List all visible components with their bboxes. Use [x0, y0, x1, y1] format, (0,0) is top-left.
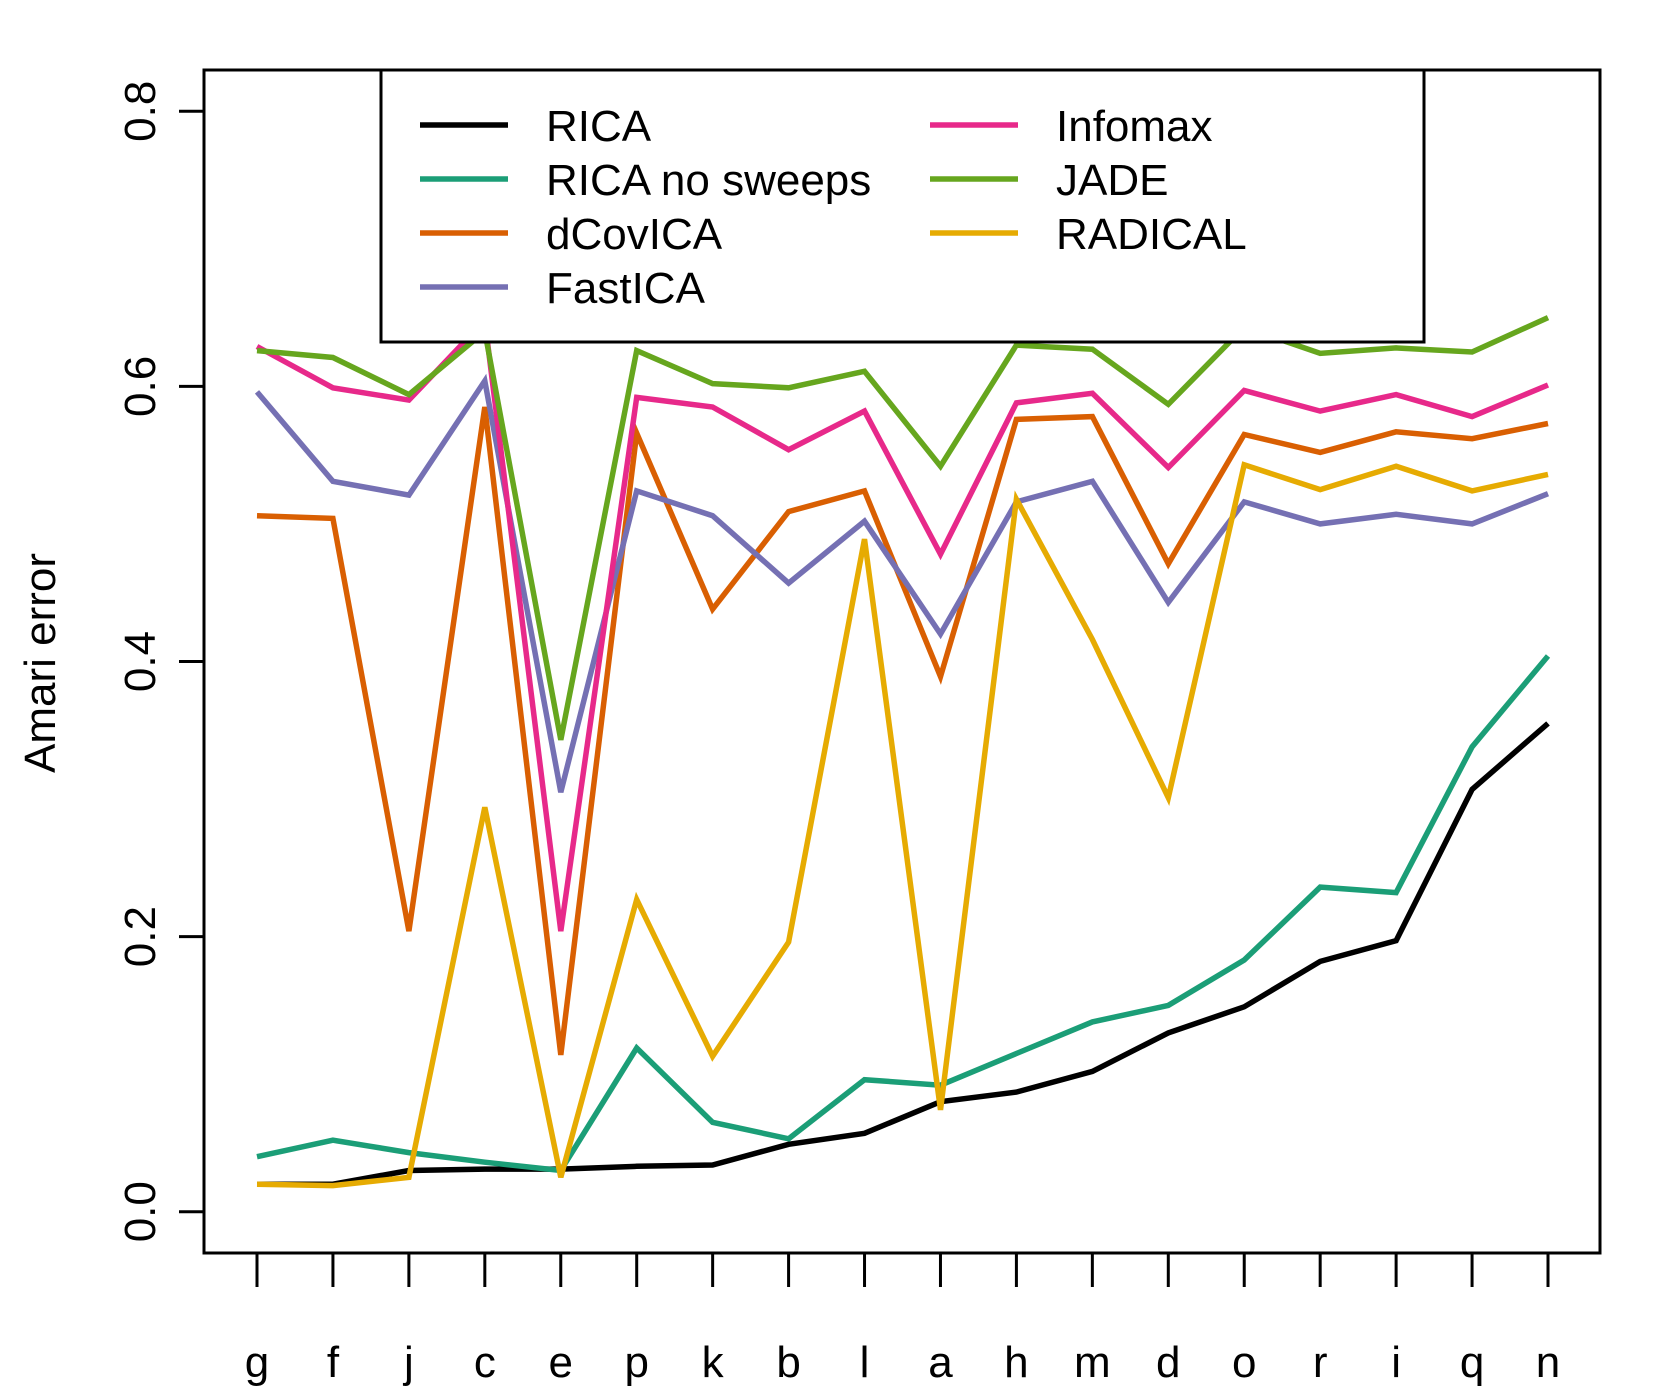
x-tick-label: k [702, 1338, 725, 1386]
y-tick-label: 0.8 [116, 81, 165, 142]
series-dcovica [256, 406, 1549, 1056]
x-tick-label: d [1156, 1338, 1180, 1386]
legend-item-dcovica: dCovICA [420, 210, 723, 259]
x-tick-label: i [1391, 1338, 1401, 1386]
series-rica-no-sweeps [256, 654, 1551, 1174]
series-line [254, 373, 1550, 793]
series-line [256, 406, 1549, 1056]
x-tick-label: r [1313, 1338, 1328, 1386]
series-fastica [254, 373, 1550, 793]
legend-label: RICA [546, 102, 652, 151]
x-tick-label: f [327, 1338, 340, 1386]
x-tick-label: g [245, 1338, 269, 1386]
legend: RICA RICA no sweeps dCovICA FastICA Infomax J… [379, 68, 1426, 344]
legend-item-rica-no-sweeps: RICA no sweeps [420, 156, 871, 205]
x-tick-label: j [402, 1338, 414, 1386]
y-tick-label: 0.6 [116, 356, 165, 417]
x-tick-label: o [1232, 1338, 1256, 1386]
x-tick-label: a [928, 1338, 953, 1386]
legend-item-radical: RADICAL [930, 210, 1247, 259]
y-axis-title: Amari error [16, 553, 65, 773]
x-tick-label: q [1460, 1338, 1484, 1386]
series-line [257, 721, 1550, 1187]
legend-box [379, 68, 1426, 344]
legend-label: Infomax [1056, 102, 1213, 151]
legend-label: dCovICA [546, 210, 723, 259]
x-tick-label: l [860, 1338, 870, 1386]
legend-label: RADICAL [1056, 210, 1247, 259]
legend-label: JADE [1056, 156, 1168, 205]
series-radical [256, 461, 1549, 1189]
x-tick-label: c [474, 1338, 496, 1386]
y-axis: 0.0 0.2 0.4 0.6 0.8 [116, 81, 204, 1242]
x-tick-label: b [776, 1338, 800, 1386]
x-tick-label: m [1074, 1338, 1111, 1386]
x-tick-label: e [549, 1338, 573, 1386]
legend-item-fastica: FastICA [420, 264, 706, 313]
y-tick-label: 0.4 [116, 631, 165, 692]
series-line [256, 654, 1551, 1174]
x-tick-label: n [1536, 1338, 1560, 1386]
y-tick-label: 0.2 [116, 906, 165, 967]
legend-label: RICA no sweeps [546, 156, 871, 205]
series-line [256, 461, 1549, 1189]
x-tick-label: h [1004, 1338, 1028, 1386]
legend-item-infomax: Infomax [930, 102, 1213, 151]
legend-item-jade: JADE [930, 156, 1168, 205]
y-tick-label: 0.0 [116, 1181, 165, 1242]
legend-item-rica: RICA [420, 102, 652, 151]
x-tick-label: p [624, 1338, 648, 1386]
legend-label: FastICA [546, 264, 706, 313]
